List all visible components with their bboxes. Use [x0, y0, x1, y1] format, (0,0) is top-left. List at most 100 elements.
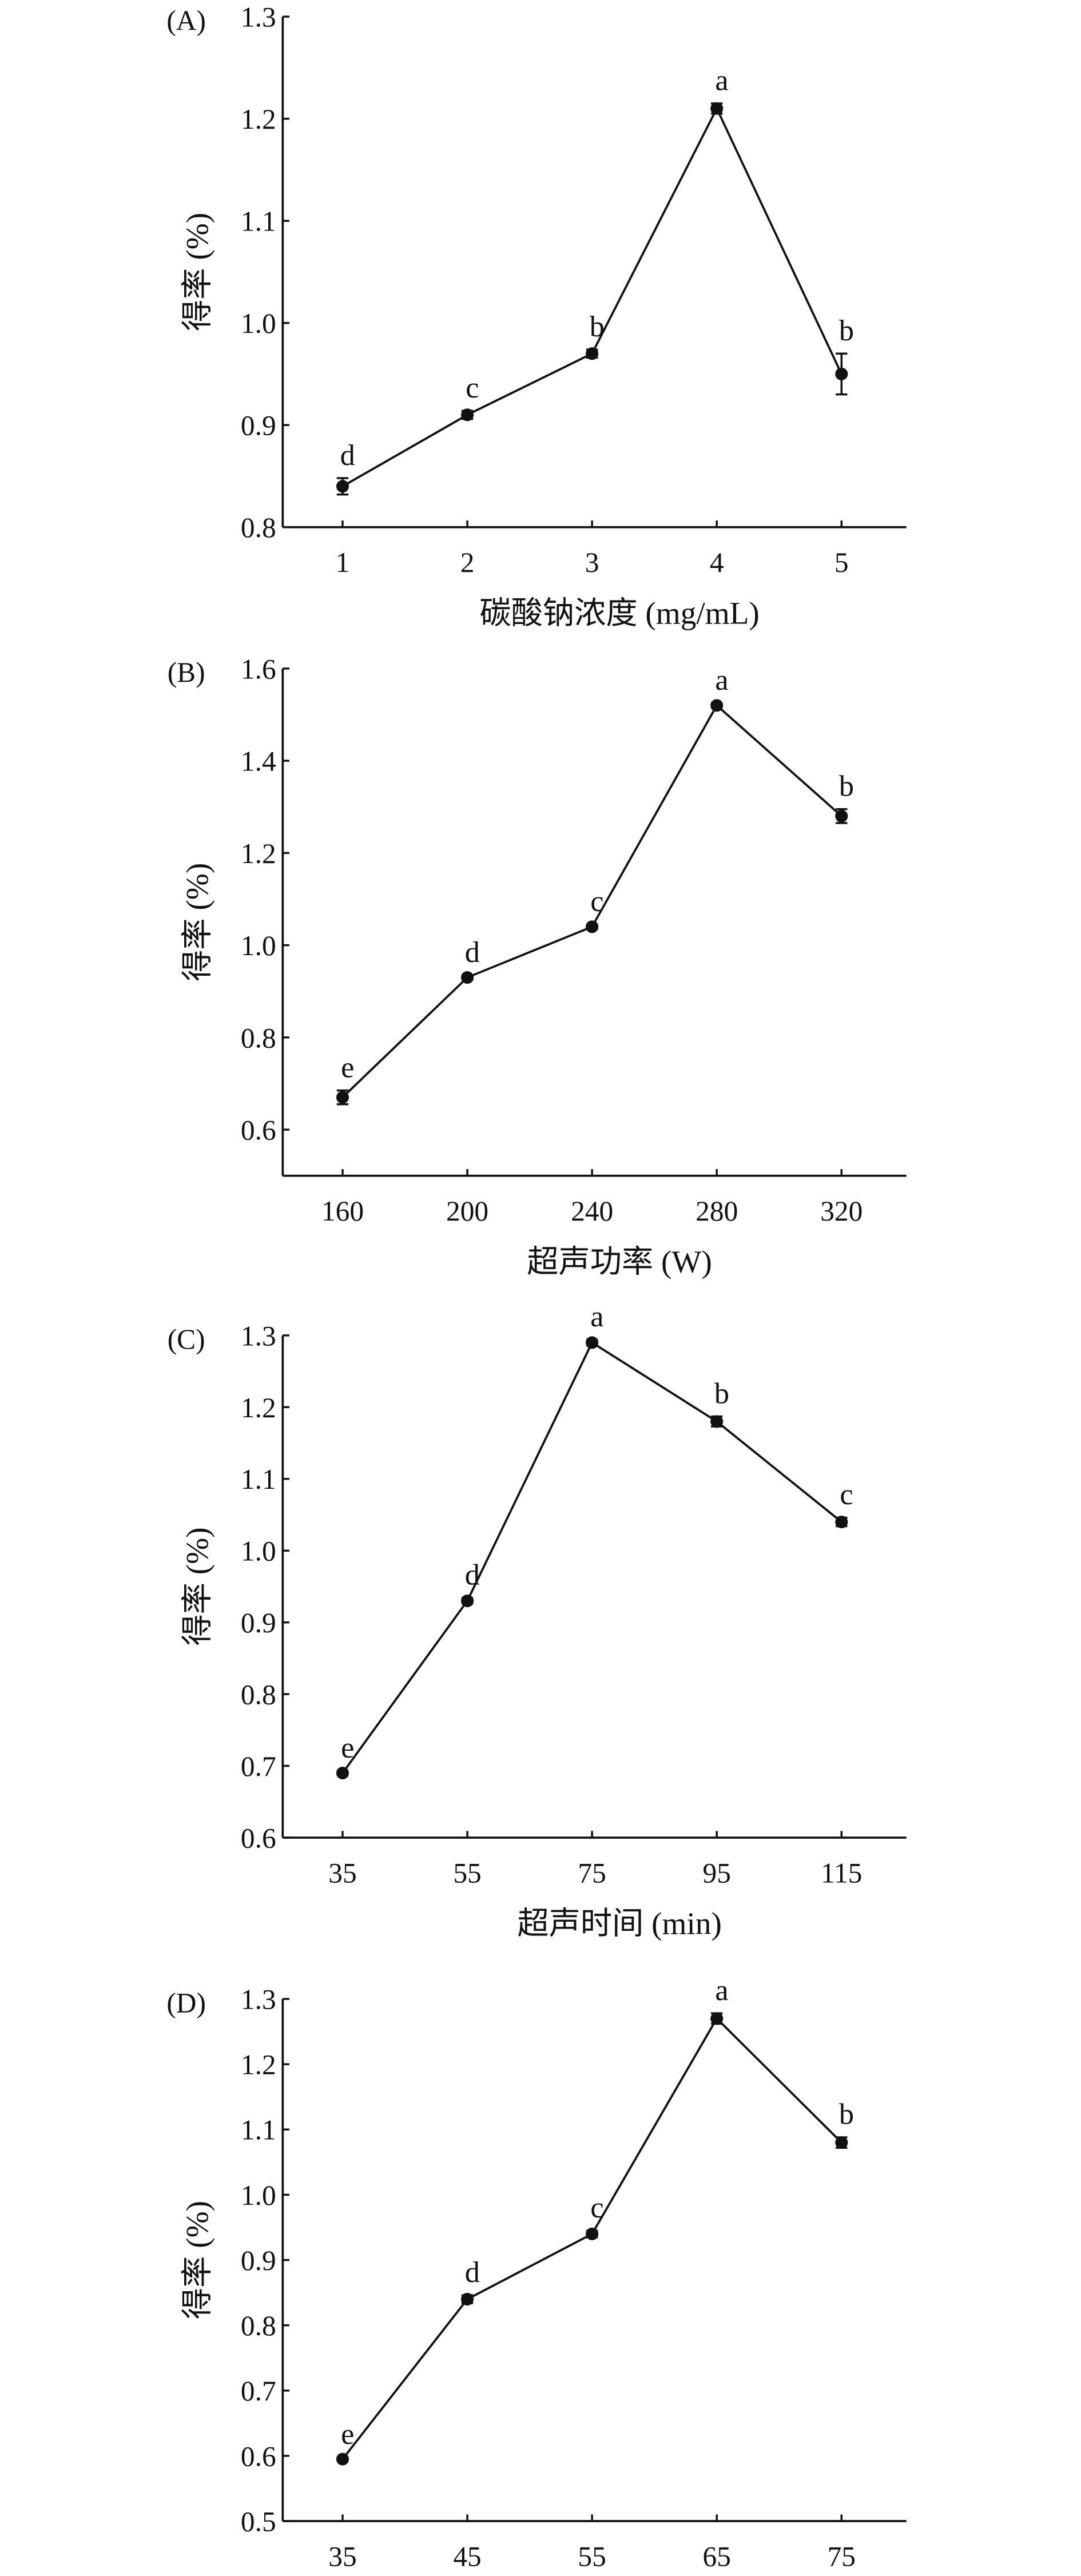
panel-a-y-tick-label: 0.9 [241, 410, 276, 442]
panel-c-data-point [710, 1415, 724, 1428]
panel-b-y-tick-label: 1.4 [241, 746, 276, 777]
panel-d-data-point [336, 2452, 349, 2466]
panel-a-panel-label: (A) [166, 5, 206, 36]
panel-c-data-point [461, 1594, 474, 1608]
panel-b-y-tick-label: 0.8 [241, 1022, 276, 1054]
panel-a-y-axis-label: 得率 (%) [180, 213, 214, 331]
panel-d-significance-label: d [465, 2256, 480, 2289]
panel-b-y-tick-label: 0.6 [241, 1115, 276, 1146]
panel-d-y-tick-label: 1.0 [241, 2180, 276, 2211]
panel-d-significance-label: e [341, 2418, 354, 2451]
panel-d-x-tick-label: 45 [453, 2541, 481, 2573]
panel-c-y-tick-label: 1.1 [241, 1464, 276, 1495]
panel-c-y-tick-label: 1.3 [241, 1320, 276, 1351]
panel-b-x-tick-label: 200 [446, 1195, 488, 1227]
panel-a-significance-label: a [715, 64, 728, 97]
panel-d-y-tick-label: 0.9 [241, 2245, 276, 2276]
panel-c-y-tick-label: 0.8 [241, 1679, 276, 1711]
panel-a-x-tick-label: 3 [585, 547, 599, 578]
panel-b-x-tick-label: 160 [321, 1195, 364, 1227]
panel-c-significance-label: d [465, 1559, 480, 1592]
panel-b-x-tick-label: 320 [820, 1195, 863, 1227]
panel-a-data-point [710, 102, 724, 115]
panel-b-x-tick-label: 280 [696, 1195, 738, 1227]
panel-b-data-point [336, 1091, 349, 1104]
panel-d-data-point [461, 2292, 474, 2306]
panel-c-series-line [341, 1341, 842, 1774]
panel-b-y-axis-label: 得率 (%) [180, 863, 214, 981]
panel-a-data-point [336, 480, 349, 493]
panel-c-significance-label: c [840, 1478, 853, 1511]
panel-a-data-point [461, 408, 474, 422]
panel-d-significance-label: a [715, 1974, 728, 2007]
panel-b-panel-label: (B) [168, 657, 205, 688]
panel-a-y-tick-label: 1.2 [241, 104, 276, 135]
panel-b-data-point [461, 971, 474, 984]
panel-a-y-tick-label: 1.1 [241, 206, 276, 237]
panel-a-significance-label: b [839, 314, 854, 347]
panel-d-panel-label: (D) [166, 1987, 206, 2018]
panel-a-x-tick-label: 1 [336, 547, 350, 578]
panel-d-significance-label: b [839, 2098, 854, 2131]
panel-d-data-point [835, 2136, 848, 2149]
panel-d-x-tick-label: 35 [328, 2541, 356, 2573]
panel-c-data-point [336, 1767, 349, 1780]
panel-a-significance-label: c [466, 371, 479, 404]
panel-c-y-axis-label: 得率 (%) [180, 1527, 214, 1645]
panel-a-significance-label: d [340, 439, 355, 472]
panel-c-data-point [835, 1515, 848, 1529]
panel-c-y-tick-label: 0.9 [241, 1607, 276, 1639]
panel-d-data-point [710, 2012, 724, 2025]
panel-c-y-tick-label: 0.7 [241, 1751, 276, 1782]
panel-c-data-point [586, 1336, 599, 1349]
panel-a-y-tick-label: 1.3 [241, 2, 276, 33]
panel-b-data-point [586, 920, 599, 933]
panel-d-y-tick-label: 0.6 [241, 2440, 276, 2472]
panel-b-significance-label: c [590, 885, 603, 918]
panel-d-y-tick-label: 1.3 [241, 1983, 276, 2015]
panel-b-significance-label: e [341, 1051, 354, 1084]
panel-c-significance-label: e [341, 1731, 354, 1764]
panel-d-significance-label: c [590, 2191, 603, 2224]
panel-d-y-tick-label: 0.7 [241, 2375, 276, 2407]
panel-d-y-tick-label: 1.2 [241, 2049, 276, 2081]
panel-b-y-tick-label: 1.2 [241, 838, 276, 869]
panel-b-data-point [710, 699, 724, 712]
panel-a-x-tick-label: 4 [710, 547, 724, 578]
panel-a-significance-label: b [590, 310, 605, 343]
panel-b-y-tick-label: 1.6 [241, 653, 276, 685]
panel-a-x-tick-label: 5 [834, 547, 849, 578]
panel-d-x-tick-label: 65 [703, 2541, 731, 2573]
panel-c-panel-label: (C) [168, 1323, 205, 1355]
panel-c-x-tick-label: 55 [453, 1857, 481, 1889]
panel-b-significance-label: b [839, 770, 854, 803]
panel-d-x-tick-label: 55 [578, 2541, 606, 2573]
panel-d-y-tick-label: 0.8 [241, 2310, 276, 2342]
panel-c-x-tick-label: 95 [703, 1857, 731, 1889]
panel-b-data-point [835, 809, 848, 822]
panel-c-significance-label: a [590, 1300, 603, 1333]
panel-a-y-tick-label: 0.8 [241, 512, 276, 543]
panel-b-x-axis-label: 超声功率 (W) [527, 1244, 712, 1279]
panel-c-y-tick-label: 1.0 [241, 1536, 276, 1567]
panel-b-y-tick-label: 1.0 [241, 930, 276, 961]
panel-b-significance-label: d [465, 936, 480, 969]
panel-c-x-tick-label: 35 [328, 1857, 356, 1889]
panel-c-x-tick-label: 115 [821, 1857, 862, 1889]
panel-d-y-tick-label: 0.5 [241, 2506, 276, 2537]
panel-c-y-tick-label: 0.6 [241, 1822, 276, 1854]
panel-a-x-tick-label: 2 [460, 547, 475, 578]
panel-d-data-point [586, 2227, 599, 2240]
panel-b-significance-label: a [715, 663, 728, 697]
panel-d-x-tick-label: 75 [828, 2541, 856, 2573]
panel-b-x-tick-label: 240 [571, 1195, 613, 1227]
panel-a-data-point [586, 347, 599, 360]
panel-c-x-tick-label: 75 [578, 1857, 606, 1889]
panel-a-series-line [342, 106, 843, 487]
panel-a-x-axis-label: 碳酸钠浓度 (mg/mL) [479, 595, 759, 630]
panel-d-y-tick-label: 1.1 [241, 2114, 276, 2146]
panel-c-x-axis-label: 超声时间 (min) [517, 1906, 721, 1941]
panel-d-y-axis-label: 得率 (%) [180, 2201, 214, 2319]
panel-c-significance-label: b [714, 1377, 729, 1410]
